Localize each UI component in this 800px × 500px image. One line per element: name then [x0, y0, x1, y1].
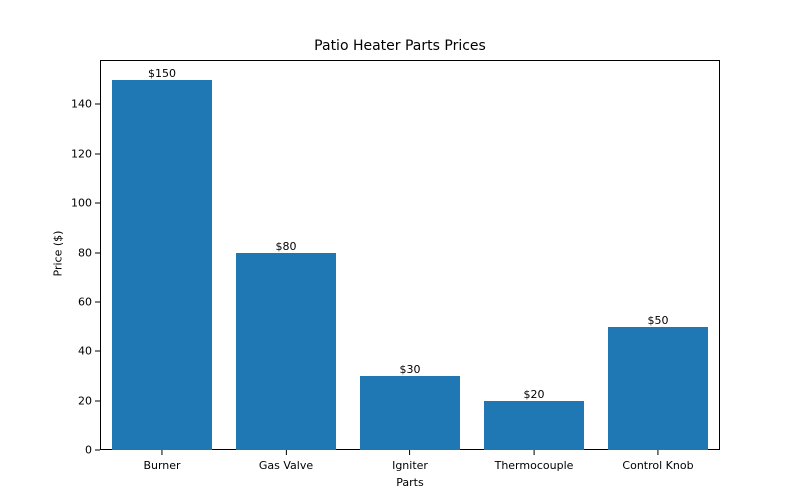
y-tick-label: 40 — [78, 345, 92, 358]
y-tick-label: 80 — [78, 246, 92, 259]
bar-value-label: $20 — [472, 388, 596, 401]
bar — [112, 80, 211, 450]
x-tick-label: Igniter — [392, 459, 428, 472]
x-tick: Gas Valve — [259, 450, 313, 472]
x-tick-label: Control Knob — [622, 459, 693, 472]
y-tick: 120 — [95, 153, 100, 154]
bar-value-label: $50 — [596, 314, 720, 327]
x-tick-label: Burner — [143, 459, 180, 472]
x-tick-mark — [161, 450, 162, 455]
bar-value-label: $80 — [224, 240, 348, 253]
y-axis-line — [100, 61, 101, 450]
bar-value-label: $150 — [100, 67, 224, 80]
y-tick-mark — [95, 252, 100, 253]
y-tick-mark — [95, 104, 100, 105]
x-tick: Igniter — [392, 450, 428, 472]
x-tick-label: Thermocouple — [495, 459, 574, 472]
bar — [484, 401, 583, 450]
x-tick-label: Gas Valve — [259, 459, 313, 472]
y-tick-label: 140 — [71, 98, 92, 111]
y-tick-mark — [95, 351, 100, 352]
bar — [608, 327, 707, 450]
x-tick: Control Knob — [622, 450, 693, 472]
y-tick: 60 — [95, 301, 100, 302]
y-tick: 140 — [95, 104, 100, 105]
y-tick: 20 — [95, 400, 100, 401]
bar — [236, 253, 335, 450]
y-tick-label: 100 — [71, 197, 92, 210]
y-tick-mark — [95, 450, 100, 451]
bar — [360, 376, 459, 450]
x-tick-mark — [409, 450, 410, 455]
x-tick-mark — [286, 450, 287, 455]
x-axis-label: Parts — [100, 476, 720, 489]
y-tick: 0 — [95, 450, 100, 451]
y-tick: 40 — [95, 351, 100, 352]
chart-title: Patio Heater Parts Prices — [0, 38, 800, 54]
y-tick-label: 60 — [78, 295, 92, 308]
plot-area: $150 $80 $30$20 $50 — [100, 60, 720, 450]
x-tick: Burner — [143, 450, 180, 472]
x-tick-mark — [658, 450, 659, 455]
y-tick-mark — [95, 301, 100, 302]
y-tick-mark — [95, 153, 100, 154]
y-tick: 100 — [95, 203, 100, 204]
y-tick-label: 120 — [71, 147, 92, 160]
y-tick-mark — [95, 400, 100, 401]
x-tick-mark — [533, 450, 534, 455]
bar-value-label: $30 — [348, 363, 472, 376]
y-tick-label: 0 — [85, 444, 92, 457]
y-axis-label: Price ($) — [51, 231, 64, 277]
y-tick-mark — [95, 203, 100, 204]
y-tick: 80 — [95, 252, 100, 253]
x-tick: Thermocouple — [495, 450, 574, 472]
y-tick-label: 20 — [78, 394, 92, 407]
